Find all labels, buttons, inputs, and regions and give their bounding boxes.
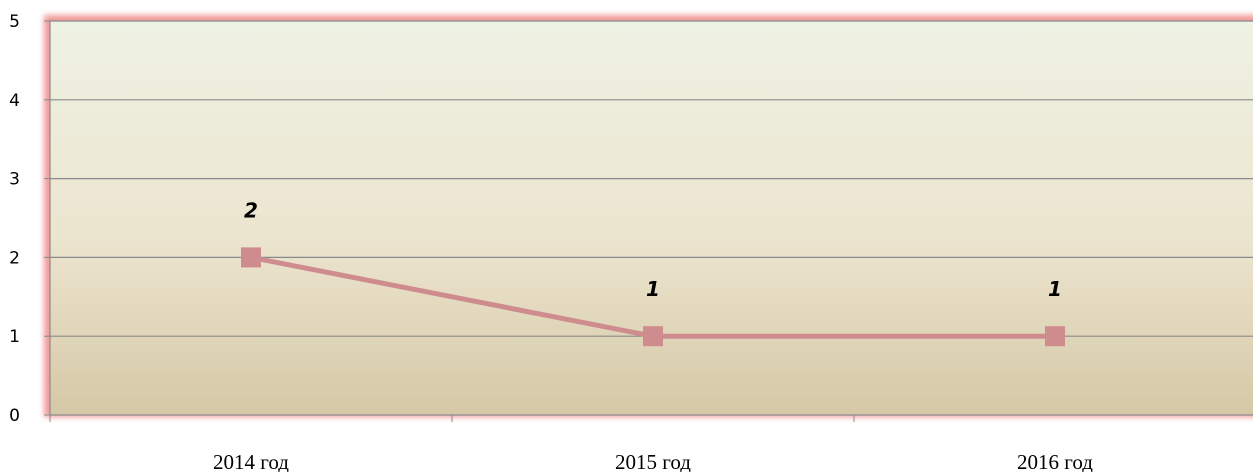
y-tick-labels: 0 1 2 3 4 5 <box>9 12 20 426</box>
x-tick-label: 2014 год <box>213 450 289 472</box>
y-tick-label: 5 <box>9 12 20 32</box>
plot-area <box>50 21 1253 415</box>
data-label: 1 <box>646 277 660 301</box>
data-label: 1 <box>1048 277 1062 301</box>
data-point-marker <box>241 247 261 268</box>
axes <box>44 20 1253 422</box>
data-labels: 2 1 1 <box>244 198 1062 301</box>
y-tick-label: 1 <box>9 327 20 347</box>
x-tick-labels: 2014 год 2015 год 2016 год <box>213 450 1093 472</box>
y-tick-label: 2 <box>9 248 20 268</box>
data-point-marker <box>1045 326 1065 347</box>
x-tick-label: 2015 год <box>615 450 691 472</box>
y-tick-label: 0 <box>9 406 20 426</box>
data-label: 2 <box>244 198 258 222</box>
y-tick-label: 3 <box>9 170 20 190</box>
x-tick-label: 2016 год <box>1017 450 1093 472</box>
data-point-marker <box>643 326 663 347</box>
series-markers <box>241 247 1065 347</box>
y-tick-label: 4 <box>9 91 20 111</box>
